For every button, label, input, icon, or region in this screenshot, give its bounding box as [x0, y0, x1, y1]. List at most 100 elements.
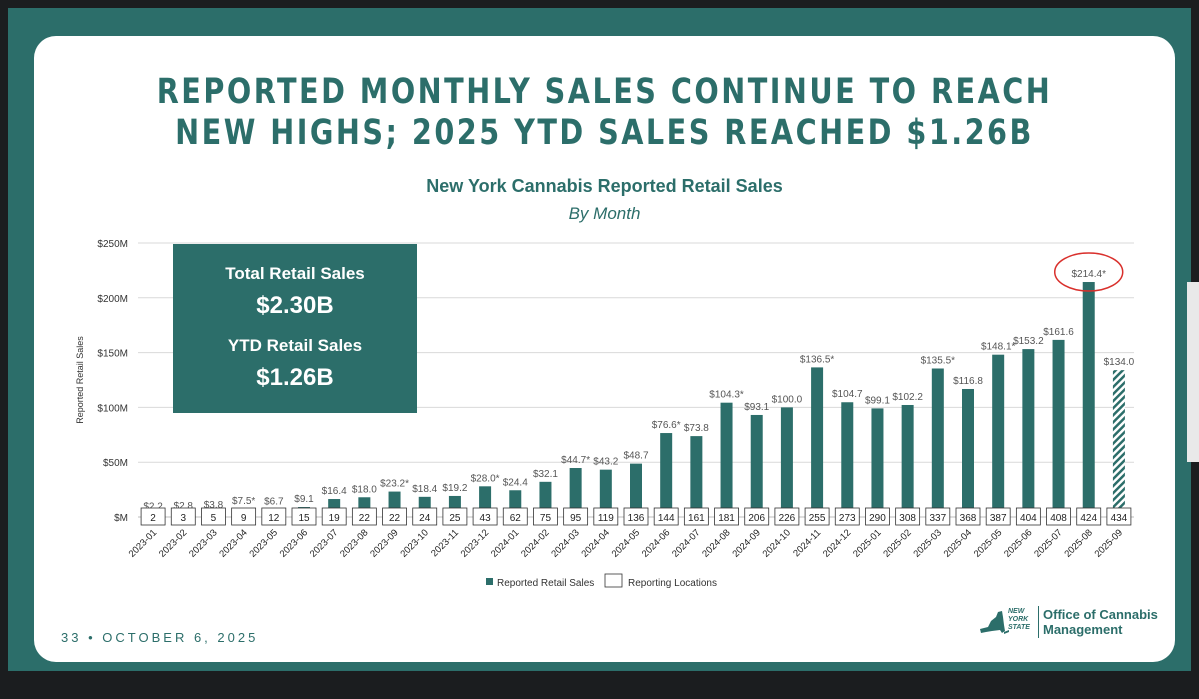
slide-title-line-2: NEW HIGHS; 2025 YTD SALES REACHED $1.26B [175, 113, 1034, 153]
bar-value-label: $44.7* [561, 455, 590, 466]
y-tick-label: $50M [103, 458, 128, 469]
bar-value-label: $102.2 [892, 392, 923, 403]
location-count-label: 273 [839, 513, 856, 524]
location-count-label: 19 [329, 513, 341, 524]
location-count-label: 136 [628, 513, 645, 524]
bar-value-label: $2.2 [143, 502, 163, 513]
location-count-label: 434 [1111, 513, 1128, 524]
bar [811, 367, 824, 517]
total-sales-value: $2.30B [256, 292, 334, 319]
location-count-label: 181 [718, 513, 735, 524]
location-count-label: 43 [480, 513, 492, 524]
location-count-label: 161 [688, 513, 705, 524]
x-tick-label: 2023-04 [217, 527, 249, 559]
y-axis-title: Reported Retail Sales [75, 336, 85, 424]
y-tick-label: $M [114, 513, 128, 524]
nys-line-1: NEW [1008, 608, 1025, 615]
location-count-box [231, 507, 257, 526]
bar-value-label: $28.0* [471, 473, 500, 484]
bar [660, 433, 673, 517]
location-count-label: 15 [298, 513, 310, 524]
bar-value-label: $3.8 [204, 500, 224, 511]
location-count-label: 95 [570, 513, 582, 524]
bar-value-label: $9.1 [294, 494, 314, 505]
bar [1052, 339, 1065, 517]
x-tick-label: 2025-04 [942, 527, 974, 559]
location-count-label: 144 [658, 513, 675, 524]
legend-swatch-locations [604, 573, 623, 588]
nys-wordmark: NEW YORK STATE [1008, 608, 1030, 632]
x-tick-label: 2023-07 [308, 527, 340, 559]
bar [750, 414, 763, 517]
x-tick-label: 2024-02 [519, 527, 551, 559]
location-count-label: 226 [779, 513, 796, 524]
bar [1112, 370, 1125, 517]
slide-title-line-1: REPORTED MONTHLY SALES CONTINUE TO REACH [156, 72, 1053, 112]
bar [931, 368, 944, 517]
bar-value-label: $18.0 [352, 484, 377, 495]
bar-value-label: $136.5* [800, 354, 835, 365]
bar [569, 468, 582, 517]
location-count-box [744, 507, 770, 526]
location-count-label: 255 [809, 513, 826, 524]
x-tick-label: 2024-12 [821, 527, 853, 559]
location-count-label: 290 [869, 513, 886, 524]
location-count-box [502, 507, 528, 526]
nys-line-2: YORK [1008, 616, 1029, 623]
location-count-label: 408 [1050, 513, 1067, 524]
summary-box: Total Retail Sales $2.30B YTD Retail Sal… [173, 244, 417, 413]
location-count-box [865, 507, 890, 526]
x-tick-label: 2025-05 [972, 527, 1004, 559]
location-count-label: 387 [990, 513, 1007, 524]
bar-value-label: $148.1* [981, 342, 1016, 353]
location-count-label: 9 [241, 513, 247, 524]
ocm-line-1: Office of Cannabis [1043, 607, 1158, 622]
location-count-label: 206 [748, 513, 765, 524]
x-tick-label: 2025-06 [1002, 527, 1034, 559]
ocm-logo: NEW YORK STATE Office of Cannabis Manage… [978, 604, 1168, 644]
location-count-box [804, 507, 830, 526]
x-tick-label: 2024-01 [489, 527, 521, 559]
location-count-box [683, 507, 709, 526]
footer-date: OCTOBER 6, 2025 [102, 630, 259, 645]
bar-value-label: $76.6* [652, 420, 681, 431]
legend-label-sales: Reported Retail Sales [497, 578, 594, 589]
bar-value-label: $48.7 [623, 451, 648, 462]
x-tick-label: 2023-06 [278, 527, 310, 559]
location-count-box [201, 507, 226, 526]
location-count-box [593, 507, 619, 526]
slide: REPORTED MONTHLY SALES CONTINUE TO REACH… [34, 36, 1175, 662]
footer-separator: • [88, 630, 96, 645]
x-tick-label: 2024-11 [791, 527, 823, 559]
total-sales-label: Total Retail Sales [225, 264, 365, 283]
bar-value-label: $214.4* [1071, 269, 1106, 280]
location-count-box [170, 507, 196, 526]
location-count-label: 25 [449, 513, 461, 524]
bar-value-label: $18.4 [412, 484, 437, 495]
location-count-box [533, 507, 558, 526]
location-count-box [472, 507, 498, 526]
location-count-box [774, 507, 800, 526]
adjacent-window-edge [1187, 282, 1199, 462]
legend-label-locations: Reporting Locations [628, 578, 717, 589]
x-tick-label: 2023-05 [248, 527, 280, 559]
location-count-box [955, 507, 981, 526]
location-count-box [895, 507, 921, 526]
location-count-box [623, 507, 649, 526]
bar-value-label: $73.8 [684, 423, 709, 434]
logo-divider [1038, 606, 1039, 638]
y-tick-label: $100M [97, 403, 128, 414]
sales-chart: $M $50M $100M $150M $200M $250M Reported Retai… [75, 239, 1135, 589]
location-count-label: 337 [929, 513, 946, 524]
location-count-box [834, 507, 860, 526]
new-york-state-map-icon [980, 611, 1009, 634]
bar [901, 404, 914, 517]
bar-value-label: $153.2 [1013, 336, 1044, 347]
ocm-line-2: Management [1043, 622, 1123, 637]
bar-value-label: $104.3* [709, 390, 744, 401]
location-count-label: 119 [598, 513, 614, 524]
x-tick-label: 2024-04 [580, 527, 612, 559]
y-tick-label: $200M [97, 294, 128, 305]
bar [509, 490, 522, 517]
x-tick-label: 2024-05 [610, 527, 642, 559]
